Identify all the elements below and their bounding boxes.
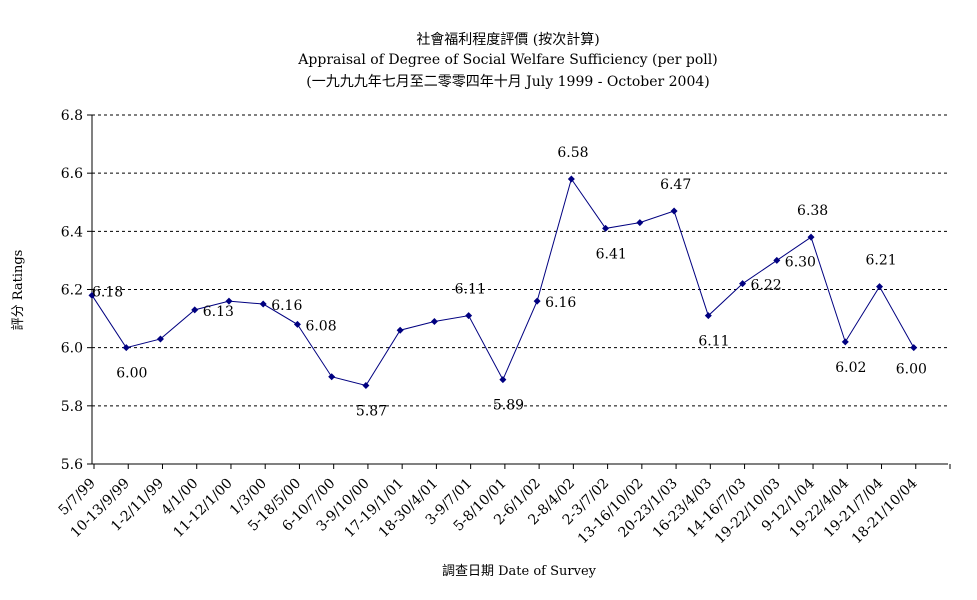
data-point xyxy=(122,344,130,352)
data-point xyxy=(88,291,96,299)
data-labels: 6.186.006.13 6.166.085.876.115.896.166.58… xyxy=(92,145,927,419)
data-label: 6.00 xyxy=(896,362,927,378)
y-tick-label: 6.4 xyxy=(61,224,83,240)
data-point xyxy=(773,256,781,264)
y-tick-label: 6.8 xyxy=(61,108,83,124)
data-point xyxy=(602,224,610,232)
data-point xyxy=(259,300,267,308)
data-label: 5.87 xyxy=(356,403,387,419)
data-point xyxy=(739,280,747,288)
data-point xyxy=(156,335,164,343)
data-label: 6.11 xyxy=(698,334,729,350)
data-point xyxy=(910,344,918,352)
data-point xyxy=(430,317,438,325)
data-point xyxy=(293,320,301,328)
data-label: 6.02 xyxy=(835,360,866,376)
y-axis-title: 評分 Ratings xyxy=(11,250,26,331)
data-label: 6.47 xyxy=(660,177,691,193)
data-point xyxy=(807,233,815,241)
data-label: 5.89 xyxy=(493,398,524,414)
data-label: 6.00 xyxy=(116,366,147,382)
data-point xyxy=(362,381,370,389)
data-label: 6.16 xyxy=(271,298,302,314)
data-point xyxy=(328,373,336,381)
gridlines xyxy=(92,114,948,407)
y-tick-label: 6.6 xyxy=(61,166,83,182)
data-label: 6.21 xyxy=(866,253,897,269)
data-label: 6.22 xyxy=(751,278,782,294)
x-axis-title: 調查日期 Date of Survey xyxy=(442,564,597,579)
data-point xyxy=(841,338,849,346)
data-point xyxy=(533,297,541,305)
data-label: 6.58 xyxy=(557,145,588,161)
data-label: 6.38 xyxy=(797,203,828,219)
series-line xyxy=(91,177,915,387)
chart-subtitle-period: (一九九九年七月至二零零四年十月 July 1999 - October 200… xyxy=(306,74,710,90)
data-label: 6.08 xyxy=(305,318,336,334)
chart-subtitle: Appraisal of Degree of Social Welfare Su… xyxy=(297,52,717,68)
y-tick-label: 5.8 xyxy=(61,399,83,415)
data-label: 6.30 xyxy=(785,254,816,270)
chart-title: 社會福利程度評價 (按次計算) xyxy=(416,31,599,48)
data-point xyxy=(876,283,884,291)
y-tick-label: 5.6 xyxy=(61,457,83,473)
data-point xyxy=(465,312,473,320)
data-label: 6.16 xyxy=(545,295,576,311)
data-point xyxy=(499,376,507,384)
y-tick-label: 6.2 xyxy=(61,283,83,299)
x-tick-labels: 5/7/9910-13/9/991-2/11/994/1/0011-12/1/0… xyxy=(56,475,921,547)
y-tick-label: 6.0 xyxy=(61,341,83,357)
y-tick-labels: 5.6 5.8 6.0 6.2 6.4 6.6 6.8 xyxy=(61,108,83,473)
axes xyxy=(87,114,951,469)
data-point xyxy=(670,207,678,215)
data-point xyxy=(704,312,712,320)
data-point xyxy=(225,297,233,305)
data-label: 6.18 xyxy=(92,284,123,300)
data-label: 6.41 xyxy=(596,246,627,262)
data-label: 6.13 xyxy=(203,304,234,320)
data-point xyxy=(567,175,575,183)
data-point xyxy=(636,219,644,227)
data-point xyxy=(191,306,199,314)
data-label: 6.11 xyxy=(455,282,486,298)
series-ratings xyxy=(88,175,918,389)
data-point xyxy=(396,326,404,334)
